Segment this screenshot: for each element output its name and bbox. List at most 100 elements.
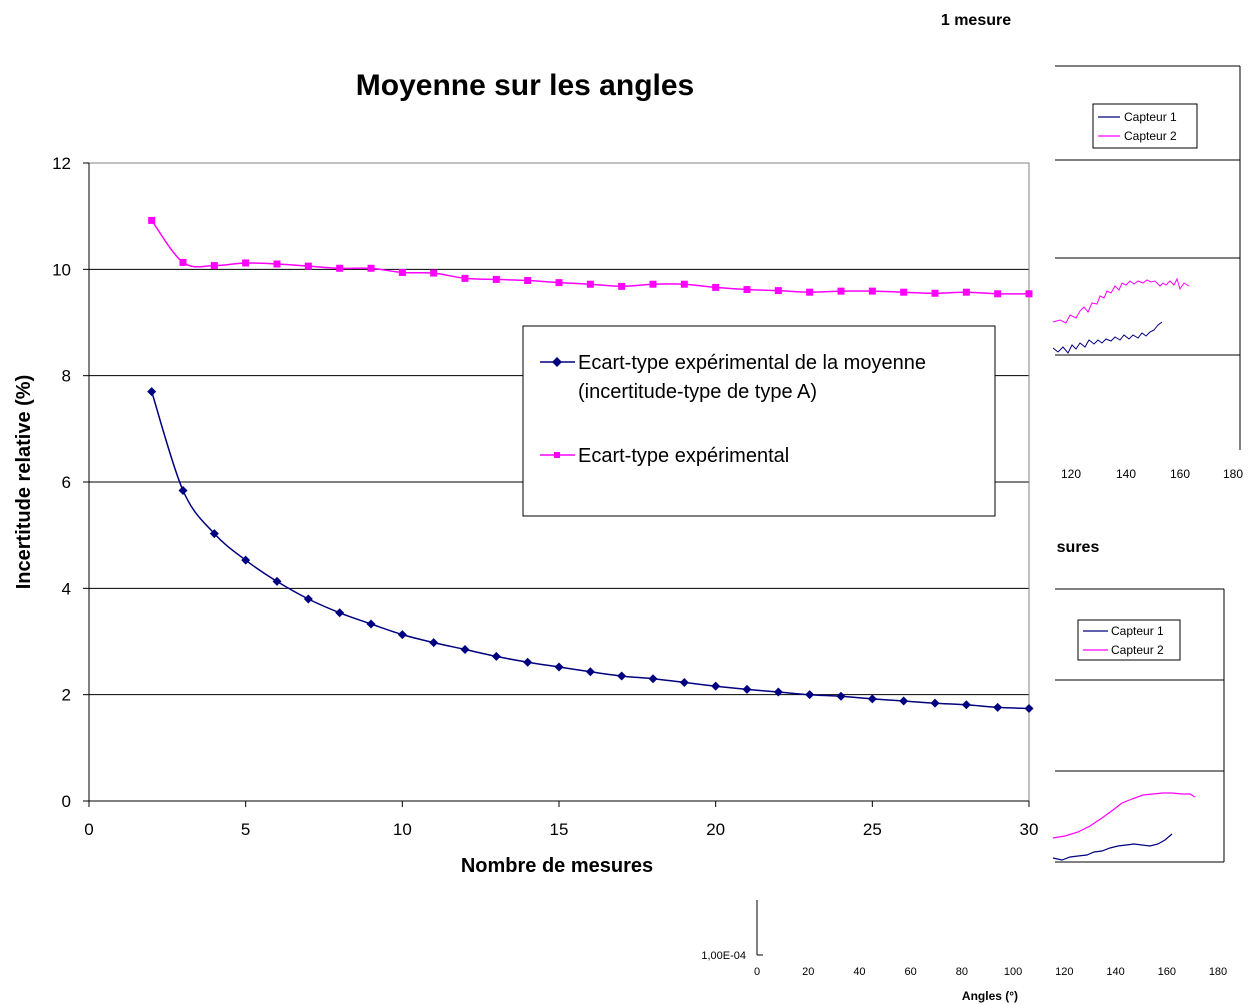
background-top-series-capteur-2 xyxy=(1052,277,1190,324)
y-tick-label: 8 xyxy=(62,367,71,386)
x-tick-label: 30 xyxy=(1020,820,1039,839)
data-point-diamond xyxy=(773,687,783,697)
chart-title: Moyenne sur les angles xyxy=(356,69,694,102)
background-bottom-y-tick-label: 1,00E-04 xyxy=(701,950,746,962)
data-point-diamond xyxy=(523,657,533,667)
background-bottom-x-tick-label: 160 xyxy=(1158,966,1176,978)
data-point-diamond xyxy=(867,694,877,704)
main-chart: Moyenne sur les angles 0 2 4 6 8 10 12 0 5 10 15 2… xyxy=(0,45,1050,900)
background-bottom-x-tick-label: 40 xyxy=(853,966,865,978)
legend-label-capteur-1: Capteur 1 xyxy=(1111,624,1164,638)
data-point-diamond xyxy=(899,696,909,706)
data-point-square xyxy=(336,264,344,272)
background-bottom-series-capteur-2 xyxy=(1052,792,1196,839)
background-bottom-x-tick-label: 60 xyxy=(905,966,917,978)
data-point-diamond xyxy=(617,671,627,681)
data-point-square xyxy=(524,276,532,284)
data-point-diamond xyxy=(742,684,752,694)
data-point-square xyxy=(837,287,845,295)
y-axis-label: Incertitude relative (%) xyxy=(13,375,35,590)
data-point-diamond xyxy=(679,677,689,687)
legend-label-capteur-2: Capteur 2 xyxy=(1111,643,1164,657)
x-tick-label: 5 xyxy=(241,820,250,839)
legend-marker-diamond xyxy=(552,357,562,367)
data-point-square xyxy=(586,280,594,288)
data-point-diamond xyxy=(303,594,313,604)
data-point-diamond xyxy=(241,555,251,565)
data-point-diamond xyxy=(836,691,846,701)
background-bottom-x-tick-label: 80 xyxy=(956,966,968,978)
data-point-diamond xyxy=(711,681,721,691)
data-point-diamond xyxy=(993,702,1003,712)
legend-box xyxy=(522,325,996,517)
legend: Ecart-type expérimental de la moyenne (i… xyxy=(522,325,996,517)
data-point-square xyxy=(461,274,469,282)
background-bottom-title: sures xyxy=(1057,539,1100,556)
y-tick-label: 0 xyxy=(62,792,71,811)
x-tick-label: 0 xyxy=(84,820,93,839)
background-top-x-tick-label: 140 xyxy=(1116,467,1136,481)
background-top-x-tick-label: 180 xyxy=(1223,467,1243,481)
data-point-diamond xyxy=(961,700,971,710)
data-point-square xyxy=(242,259,250,267)
data-point-square xyxy=(962,288,970,296)
data-point-diamond xyxy=(147,387,157,397)
background-bottom-x-tick-label: 20 xyxy=(802,966,814,978)
data-point-square xyxy=(555,279,563,287)
data-point-square xyxy=(774,287,782,295)
data-point-square xyxy=(618,282,626,290)
data-point-square xyxy=(994,290,1002,298)
y-tick-label: 10 xyxy=(52,260,71,279)
x-tick-label: 25 xyxy=(863,820,882,839)
legend-marker-square xyxy=(554,452,560,458)
data-point-square xyxy=(273,260,281,268)
data-point-diamond xyxy=(429,638,439,648)
background-bottom-x-axis-label: Angles (°) xyxy=(962,989,1018,1003)
y-tick-label: 6 xyxy=(62,473,71,492)
legend-label-capteur-2: Capteur 2 xyxy=(1124,129,1177,143)
data-point-diamond xyxy=(1024,703,1034,713)
data-point-diamond xyxy=(491,651,501,661)
legend-label-experimental: Ecart-type expérimental xyxy=(578,445,789,467)
data-point-diamond xyxy=(460,644,470,654)
data-point-diamond xyxy=(930,698,940,708)
x-axis-label: Nombre de mesures xyxy=(461,855,653,877)
background-bottom-x-tick-label: 100 xyxy=(1004,966,1022,978)
data-point-square xyxy=(900,288,908,296)
data-point-square xyxy=(806,288,814,296)
data-point-diamond xyxy=(585,667,595,677)
data-point-square xyxy=(743,286,751,294)
background-top-series-capteur-1 xyxy=(1052,321,1163,354)
data-point-square xyxy=(430,269,438,277)
y-tick-label: 4 xyxy=(62,579,71,598)
background-chart-bottom: sures Capteur 1 Capteur 2 1,00E-04 0 20 40… xyxy=(701,539,1227,1003)
x-tick-label: 10 xyxy=(393,820,412,839)
background-bottom-legend xyxy=(1077,619,1181,661)
data-point-square xyxy=(492,275,500,283)
data-point-square xyxy=(148,216,156,224)
data-point-square xyxy=(179,258,187,266)
background-bottom-x-tick-label: 0 xyxy=(754,966,760,978)
background-top-x-tick-label: 160 xyxy=(1170,467,1190,481)
y-tick-label: 2 xyxy=(62,686,71,705)
data-point-square xyxy=(1025,290,1033,298)
data-point-square xyxy=(931,289,939,297)
data-point-diamond xyxy=(554,662,564,672)
background-bottom-x-tick-label: 140 xyxy=(1106,966,1124,978)
data-point-diamond xyxy=(178,486,188,496)
data-point-diamond xyxy=(272,576,282,586)
background-top-title: 1 mesure xyxy=(941,12,1011,29)
x-tick-label: 20 xyxy=(706,820,725,839)
data-point-diamond xyxy=(805,690,815,700)
x-axis-ticks: 0 5 10 15 20 25 30 xyxy=(84,801,1038,839)
data-point-square xyxy=(712,283,720,291)
series-layer xyxy=(147,216,1034,713)
data-point-square xyxy=(367,264,375,272)
data-point-diamond xyxy=(366,619,376,629)
background-bottom-x-tick-label: 180 xyxy=(1209,966,1227,978)
legend-label-capteur-1: Capteur 1 xyxy=(1124,110,1177,124)
data-point-square xyxy=(868,287,876,295)
data-point-diamond xyxy=(397,630,407,640)
background-chart-top: 1 mesure Capteur 1 Capteur 2 120 140 160 18… xyxy=(941,12,1243,481)
